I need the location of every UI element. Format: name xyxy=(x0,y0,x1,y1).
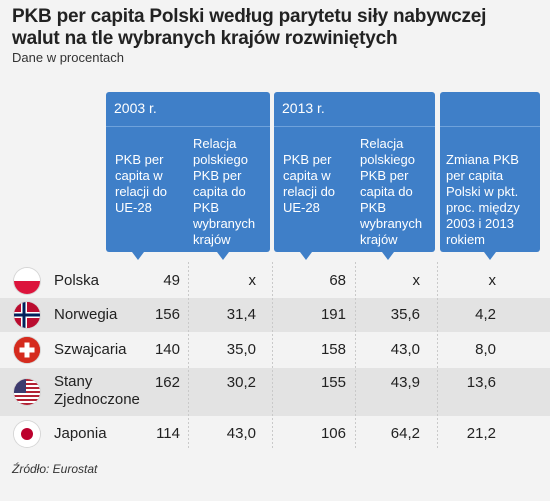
value-2013-relation-country: x xyxy=(412,272,421,289)
page-subtitle: Dane w procentach xyxy=(12,50,125,65)
country-name: Polska xyxy=(54,272,100,289)
flag-japan-icon xyxy=(14,421,40,447)
header-change: Zmiana PKB per capita Polski w pkt. proc… xyxy=(440,92,540,252)
column-divider xyxy=(272,262,273,450)
value-2013-relation-country: 35,6 xyxy=(390,306,420,323)
value-2013-relation-ue: 191 xyxy=(320,306,346,323)
value-2003-relation-ue: 114 xyxy=(156,425,180,442)
header-2003: 2003 r. PKB per capita w relacji do UE-2… xyxy=(106,92,270,252)
value-2003-relation-ue: 140 xyxy=(154,341,180,358)
value-2003-relation-country: 30,2 xyxy=(226,374,256,391)
country-name: Norwegia xyxy=(54,306,118,323)
value-change: 8,0 xyxy=(475,341,496,358)
source-note: Źródło: Eurostat xyxy=(12,462,98,476)
column-divider xyxy=(355,262,356,450)
flag-norway-icon xyxy=(14,302,40,328)
flag-switzerland-icon xyxy=(14,337,40,363)
value-2003-relation-ue: 156 xyxy=(154,306,180,323)
header-2013-col1: PKB per capita w relacji do UE-28 xyxy=(283,152,336,215)
table-row: Japonia 114 43,0 106 64,2 21,2 xyxy=(0,416,550,452)
header-2013-year: 2013 r. xyxy=(282,100,325,116)
header-pointer xyxy=(382,252,394,260)
header-2013-col2: Relacja polskiego PKB per capita do PKB … xyxy=(360,136,423,247)
country-name: Szwajcaria xyxy=(54,341,127,358)
value-2003-relation-ue: 49 xyxy=(163,272,180,289)
value-2003-relation-country: 31,4 xyxy=(226,306,256,323)
value-change: 21,2 xyxy=(466,425,496,442)
country-name: Japonia xyxy=(54,425,107,442)
value-2003-relation-country: x xyxy=(248,272,257,289)
column-divider xyxy=(437,262,438,450)
value-2013-relation-ue: 68 xyxy=(329,272,346,289)
header-change-col: Zmiana PKB per capita Polski w pkt. proc… xyxy=(446,152,520,247)
table-row: Szwajcaria 140 35,0 158 43,0 8,0 xyxy=(0,332,550,368)
value-change: 4,2 xyxy=(475,306,496,323)
dotted-divider xyxy=(0,76,550,77)
value-2013-relation-ue: 158 xyxy=(320,341,346,358)
header-2013: 2013 r. PKB per capita w relacji do UE-2… xyxy=(274,92,435,252)
header-2003-col2: Relacja polskiego PKB per capita do PKB … xyxy=(193,136,256,247)
header-divider xyxy=(274,126,435,127)
table-row: Polska 49 x 68 x x xyxy=(0,264,550,298)
value-2003-relation-ue: 162 xyxy=(154,374,180,391)
value-2003-relation-country: 35,0 xyxy=(226,341,256,358)
flag-poland-icon xyxy=(14,268,40,294)
country-name: Stany Zjednoczone xyxy=(54,373,140,408)
header-divider xyxy=(440,126,540,127)
value-2003-relation-country: 43,0 xyxy=(226,425,256,442)
header-2003-col1: PKB per capita w relacji do UE-28 xyxy=(115,152,168,215)
flag-usa-icon xyxy=(14,379,40,405)
header-divider xyxy=(106,126,270,127)
header-pointer xyxy=(484,252,496,260)
header-pointer xyxy=(217,252,229,260)
header-pointer xyxy=(132,252,144,260)
table-row: Norwegia 156 31,4 191 35,6 4,2 xyxy=(0,298,550,332)
value-2013-relation-country: 64,2 xyxy=(390,425,420,442)
value-2013-relation-ue: 155 xyxy=(320,374,346,391)
value-change: x xyxy=(488,272,497,289)
value-2013-relation-country: 43,0 xyxy=(390,341,420,358)
header-pointer xyxy=(300,252,312,260)
value-2013-relation-country: 43,9 xyxy=(390,374,420,391)
value-change: 13,6 xyxy=(466,374,496,391)
column-divider xyxy=(188,262,189,450)
header-2003-year: 2003 r. xyxy=(114,100,157,116)
page-title: PKB per capita Polski według parytetu si… xyxy=(12,6,487,49)
value-2013-relation-ue: 106 xyxy=(320,425,346,442)
table-row: Stany Zjednoczone 162 30,2 155 43,9 13,6 xyxy=(0,368,550,416)
